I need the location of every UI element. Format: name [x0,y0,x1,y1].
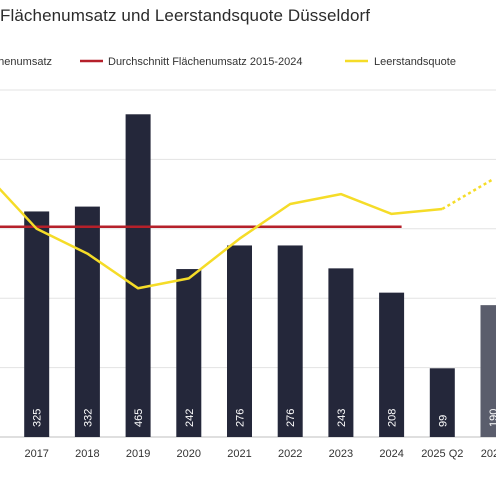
x-tick-label: 2021 [227,448,251,460]
x-tick-label: 2023 [329,448,353,460]
vacancy-rate-dashed [441,178,494,211]
x-tick-label: 2025 [481,448,496,460]
bar-label: 276 [235,409,247,427]
x-tick-label: 2018 [75,448,99,460]
chart-title: Flächenumsatz und Leerstandsquote Düssel… [0,6,371,25]
bar-2017 [24,211,50,437]
bar-label: 243 [336,409,348,427]
bar-label: 332 [82,409,94,427]
bar-label: 325 [32,409,44,427]
x-tick-label: 2019 [126,448,150,460]
legend-label-flaechenumsatz: Flächenumsatz [0,56,52,68]
x-tick-label: 2022 [278,448,302,460]
vacancy-rate-solid [0,187,443,290]
vacancy-rate-line [0,178,494,290]
bar-label: 208 [387,409,399,427]
bar-label: 465 [133,409,145,427]
legend-label-vacancy: Leerstandsquote [374,56,456,68]
bar-2022 [277,245,303,437]
bar-label: 99 [437,415,449,427]
bar-2025 [480,305,496,437]
x-tick-label: 2017 [24,448,48,460]
x-axis-ticks: 2016201720182019202020212022202320242025… [24,448,496,460]
bar-label: 190 [488,409,496,427]
legend: Flächenumsatz Durchschnitt Flächenumsatz … [0,56,456,68]
bar-label: 242 [184,409,196,427]
bar-2019 [125,114,151,437]
bar-2024 [379,292,405,437]
bar-2025-Q2 [429,368,455,437]
bar-labels: 325 332 465 242 276 276 243 208 99 190 [32,409,496,427]
x-tick-label: 2025 Q2 [421,448,463,460]
bars [24,114,496,437]
bar-label: 276 [285,409,297,427]
x-tick-label: 2024 [379,448,403,460]
bar-2018 [74,206,100,437]
bar-2023 [328,268,354,437]
bar-2021 [227,245,252,437]
bar-2020 [176,269,202,437]
x-tick-label: 2020 [177,448,201,460]
legend-label-average: Durchschnitt Flächenumsatz 2015-2024 [108,56,302,68]
